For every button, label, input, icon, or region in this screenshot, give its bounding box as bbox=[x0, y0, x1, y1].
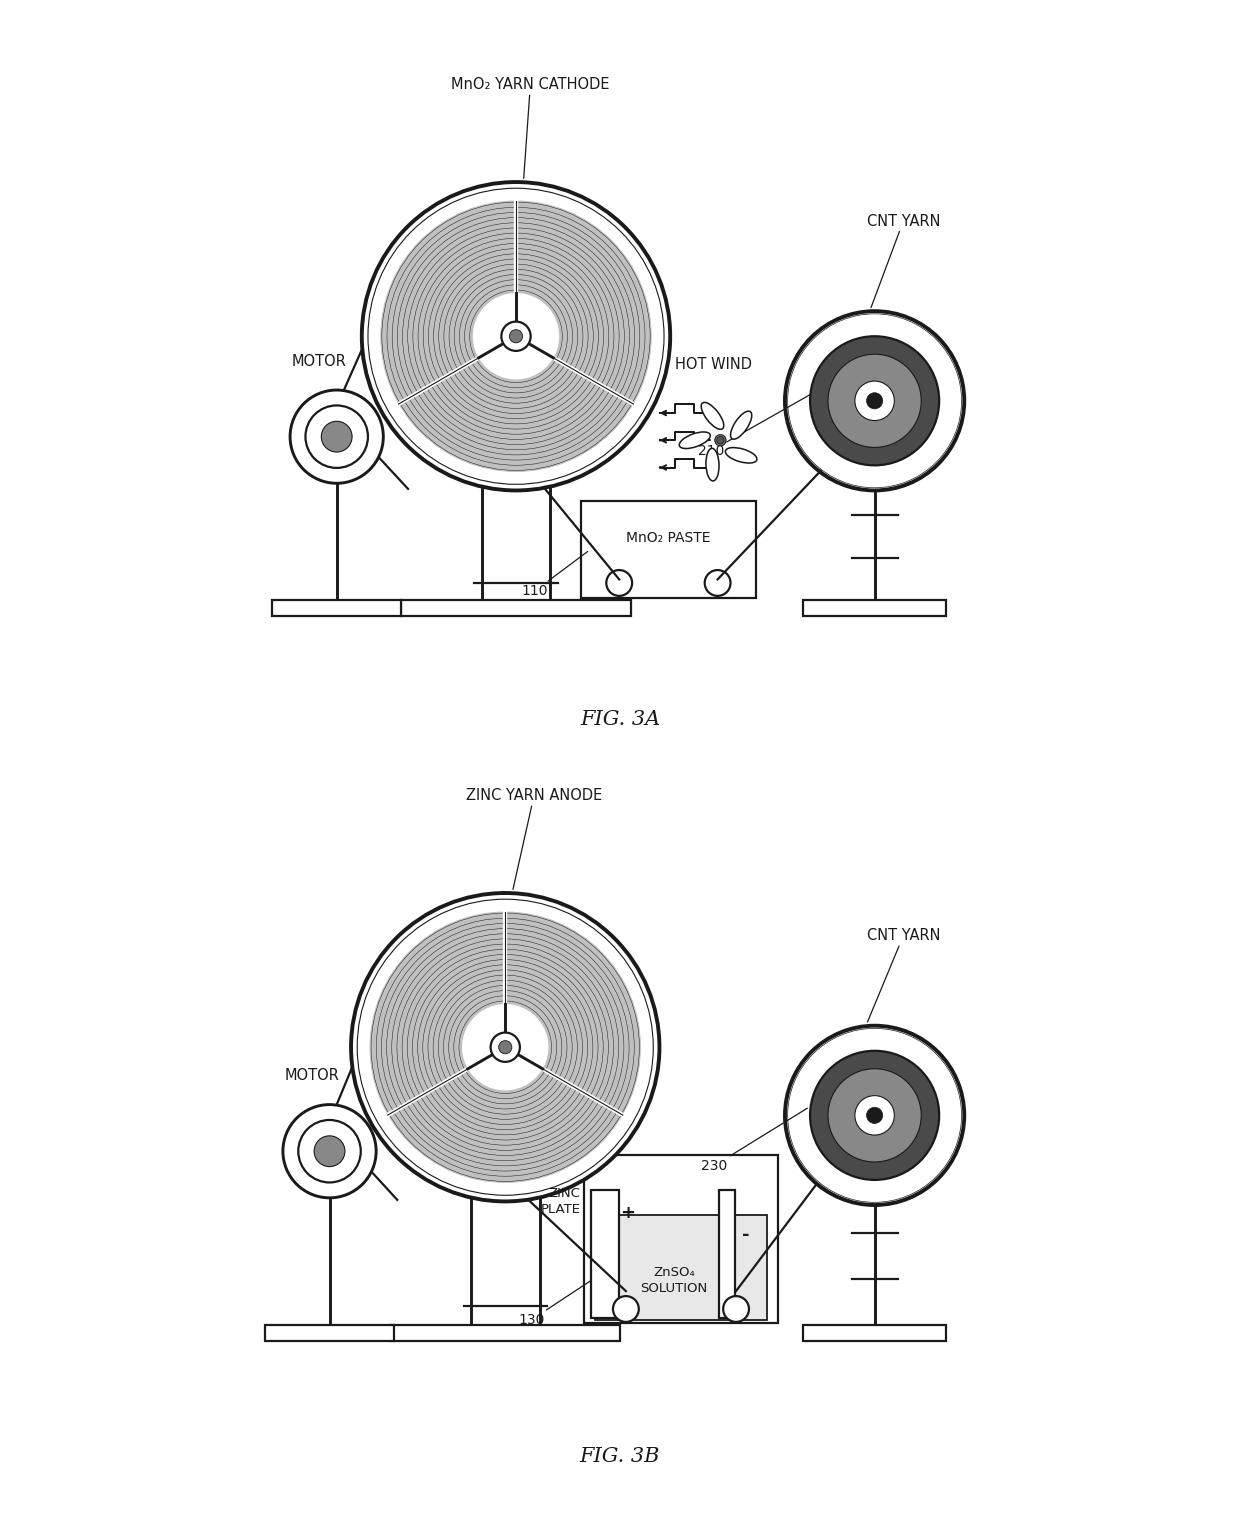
Text: 130: 130 bbox=[518, 1280, 591, 1326]
Text: 110: 110 bbox=[522, 551, 588, 598]
Circle shape bbox=[810, 336, 939, 465]
Circle shape bbox=[351, 893, 660, 1201]
Circle shape bbox=[501, 322, 531, 351]
Circle shape bbox=[723, 1296, 749, 1322]
Circle shape bbox=[362, 182, 670, 490]
Circle shape bbox=[828, 354, 921, 447]
Circle shape bbox=[714, 435, 725, 446]
Circle shape bbox=[290, 391, 383, 484]
Ellipse shape bbox=[730, 410, 751, 439]
Circle shape bbox=[283, 1105, 376, 1198]
Circle shape bbox=[381, 200, 652, 472]
Bar bbox=[580, 501, 756, 598]
Circle shape bbox=[370, 911, 641, 1183]
Ellipse shape bbox=[701, 403, 724, 429]
Bar bbox=[265, 1326, 394, 1341]
Circle shape bbox=[785, 311, 965, 490]
Ellipse shape bbox=[680, 432, 711, 449]
Circle shape bbox=[867, 392, 883, 409]
Bar bbox=[272, 600, 402, 617]
Circle shape bbox=[314, 1135, 345, 1166]
Ellipse shape bbox=[706, 449, 719, 481]
Circle shape bbox=[491, 1033, 520, 1062]
Text: ZINC
PLATE: ZINC PLATE bbox=[541, 1187, 580, 1216]
Bar bbox=[719, 1190, 734, 1317]
Circle shape bbox=[785, 1025, 965, 1206]
Circle shape bbox=[717, 436, 724, 444]
Bar bbox=[402, 600, 631, 617]
Text: 230: 230 bbox=[702, 1108, 807, 1172]
Circle shape bbox=[463, 1004, 548, 1091]
Bar bbox=[591, 1190, 619, 1317]
Circle shape bbox=[854, 1096, 894, 1135]
Circle shape bbox=[854, 382, 894, 421]
Text: MOTOR: MOTOR bbox=[284, 1068, 339, 1083]
Circle shape bbox=[810, 1051, 939, 1180]
Bar bbox=[391, 1326, 620, 1341]
Circle shape bbox=[704, 571, 730, 595]
Circle shape bbox=[498, 1041, 512, 1054]
Circle shape bbox=[867, 1108, 883, 1123]
Circle shape bbox=[510, 330, 522, 343]
Text: CNT YARN: CNT YARN bbox=[867, 214, 940, 308]
Circle shape bbox=[299, 1120, 361, 1183]
Text: MnO₂ YARN CATHODE: MnO₂ YARN CATHODE bbox=[451, 78, 610, 179]
Text: FIG. 3B: FIG. 3B bbox=[580, 1447, 660, 1465]
Circle shape bbox=[828, 1068, 921, 1161]
Text: CNT YARN: CNT YARN bbox=[867, 928, 940, 1022]
Bar bbox=[584, 1155, 777, 1323]
Text: HOT WIND: HOT WIND bbox=[675, 357, 751, 372]
Bar bbox=[802, 1326, 946, 1341]
Text: 210: 210 bbox=[698, 394, 812, 458]
Circle shape bbox=[472, 293, 559, 380]
Circle shape bbox=[606, 571, 632, 595]
Circle shape bbox=[321, 421, 352, 452]
Text: MnO₂ PASTE: MnO₂ PASTE bbox=[626, 531, 711, 545]
Circle shape bbox=[613, 1296, 639, 1322]
Bar bbox=[595, 1215, 768, 1320]
Text: +: + bbox=[620, 1204, 635, 1222]
Text: ZINC YARN ANODE: ZINC YARN ANODE bbox=[466, 789, 603, 890]
Ellipse shape bbox=[725, 447, 756, 462]
Bar bbox=[802, 600, 946, 617]
Text: ZnSO₄
SOLUTION: ZnSO₄ SOLUTION bbox=[640, 1265, 707, 1294]
Text: FIG. 3A: FIG. 3A bbox=[580, 711, 660, 729]
Text: -: - bbox=[742, 1225, 749, 1244]
Text: MOTOR: MOTOR bbox=[291, 354, 346, 368]
Circle shape bbox=[305, 406, 368, 468]
